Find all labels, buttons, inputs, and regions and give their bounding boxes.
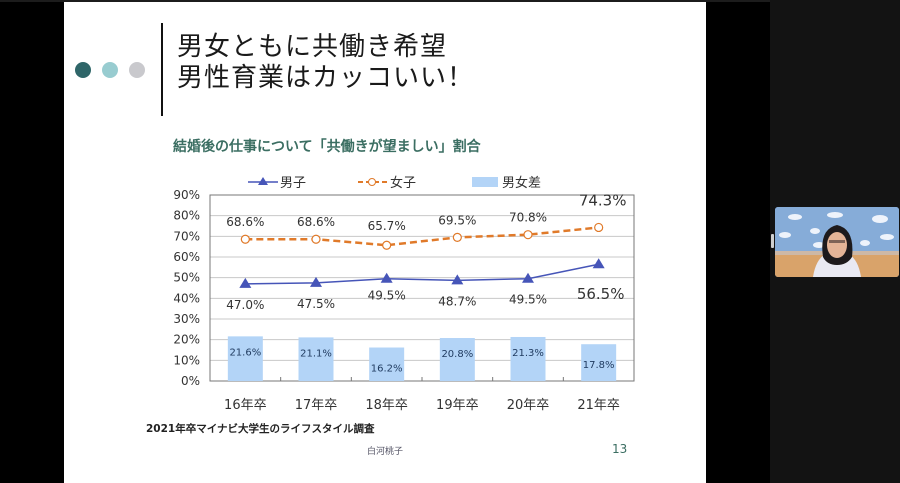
- female-value-label: 74.3%: [579, 191, 627, 209]
- marker-male: [380, 272, 393, 283]
- page-number: 13: [612, 442, 628, 456]
- participant-video-tile[interactable]: [775, 207, 899, 277]
- y-tick-label: 20%: [173, 333, 200, 347]
- marker-male: [522, 272, 534, 283]
- y-tick-label: 10%: [173, 353, 200, 367]
- source-note: 2021年卒マイナビ大学生のライフスタイル調査: [146, 423, 375, 435]
- marker-male: [451, 274, 464, 285]
- x-tick-label: 16年卒: [224, 398, 267, 413]
- marker-female: [452, 232, 462, 242]
- title-divider: [161, 23, 163, 116]
- y-tick-label: 70%: [173, 229, 200, 243]
- panel-resize-handle[interactable]: [771, 234, 774, 248]
- x-tick-label: 20年卒: [507, 398, 550, 413]
- bar-gender-gap: [369, 347, 405, 381]
- y-tick-label: 0%: [181, 374, 200, 388]
- y-tick-label: 50%: [173, 271, 200, 285]
- y-tick-label: 40%: [173, 291, 200, 305]
- bar-value-label: 21.6%: [229, 347, 261, 358]
- marker-female: [311, 234, 321, 244]
- male-value-label: 49.5%: [368, 289, 406, 303]
- bar-gender-gap: [298, 337, 334, 381]
- marker-female: [594, 222, 604, 233]
- bar-gender-gap: [581, 344, 617, 381]
- marker-female: [382, 240, 392, 250]
- y-tick-label: 90%: [173, 188, 200, 202]
- female-value-label: 69.5%: [438, 213, 476, 227]
- bar-gender-gap: [439, 338, 475, 381]
- legend-gap-label: 男女差: [502, 175, 541, 191]
- legend-triangle-icon: [258, 177, 268, 185]
- bar-value-label: 21.3%: [512, 348, 544, 359]
- plot-area: [209, 194, 635, 382]
- participant-video-image: [775, 207, 899, 277]
- female-value-label: 70.8%: [509, 211, 547, 225]
- male-value-label: 56.5%: [577, 285, 625, 303]
- title-line-1: 男女ともに共働き希望: [177, 32, 448, 62]
- female-value-label: 68.6%: [226, 215, 264, 229]
- male-value-label: 48.7%: [438, 294, 476, 308]
- window-top-strip: [0, 0, 900, 2]
- line-female: [245, 226, 599, 247]
- bar-value-label: 17.8%: [583, 360, 615, 371]
- x-tick-label: 17年卒: [295, 398, 338, 413]
- legend-circle-icon: [368, 178, 376, 186]
- bar-value-label: 20.8%: [441, 349, 473, 360]
- y-tick-label: 60%: [173, 250, 200, 264]
- decor-dot-gray: [129, 62, 145, 78]
- male-value-label: 49.5%: [509, 293, 547, 307]
- presentation-slide: 男女ともに共働き希望 男性育業はカッコいい！ 結婚後の仕事について「共働きが望ま…: [64, 2, 706, 483]
- legend-male-label: 男子: [280, 176, 306, 191]
- bar-gender-gap: [510, 336, 546, 381]
- female-value-label: 68.6%: [297, 215, 335, 229]
- marker-male: [239, 277, 252, 288]
- bar-value-label: 21.1%: [300, 348, 332, 359]
- x-tick-label: 21年卒: [577, 398, 620, 413]
- x-tick-label: 19年卒: [436, 398, 479, 413]
- marker-male: [310, 276, 322, 287]
- decor-dot-light: [102, 62, 118, 78]
- y-tick-label: 80%: [173, 209, 200, 223]
- combo-chart: 0% 10% 20% 30% 40% 50% 60% 70% 80% 90% 21.6% 21.1% 1…: [173, 175, 635, 413]
- bar-value-label: 16.2%: [371, 364, 403, 375]
- author-name: 白河桃子: [367, 447, 404, 457]
- slide-title: 男女ともに共働き希望 男性育業はカッコいい！: [177, 32, 474, 94]
- male-value-label: 47.5%: [297, 297, 335, 311]
- marker-female: [523, 230, 533, 240]
- line-male: [245, 263, 599, 285]
- decor-dot-dark: [75, 62, 91, 78]
- legend-female-label: 女子: [390, 175, 416, 191]
- chart-subtitle: 結婚後の仕事について「共働きが望ましい」割合: [173, 139, 481, 155]
- marker-male: [592, 258, 605, 269]
- y-tick-label: 30%: [173, 312, 200, 326]
- legend-gap-swatch: [472, 177, 498, 187]
- marker-female: [240, 234, 250, 244]
- x-tick-label: 18年卒: [365, 398, 408, 413]
- title-line-2: 男性育業はカッコいい！: [177, 63, 475, 93]
- bar-gender-gap: [227, 336, 263, 381]
- male-value-label: 47.0%: [226, 298, 264, 312]
- female-value-label: 65.7%: [368, 219, 406, 233]
